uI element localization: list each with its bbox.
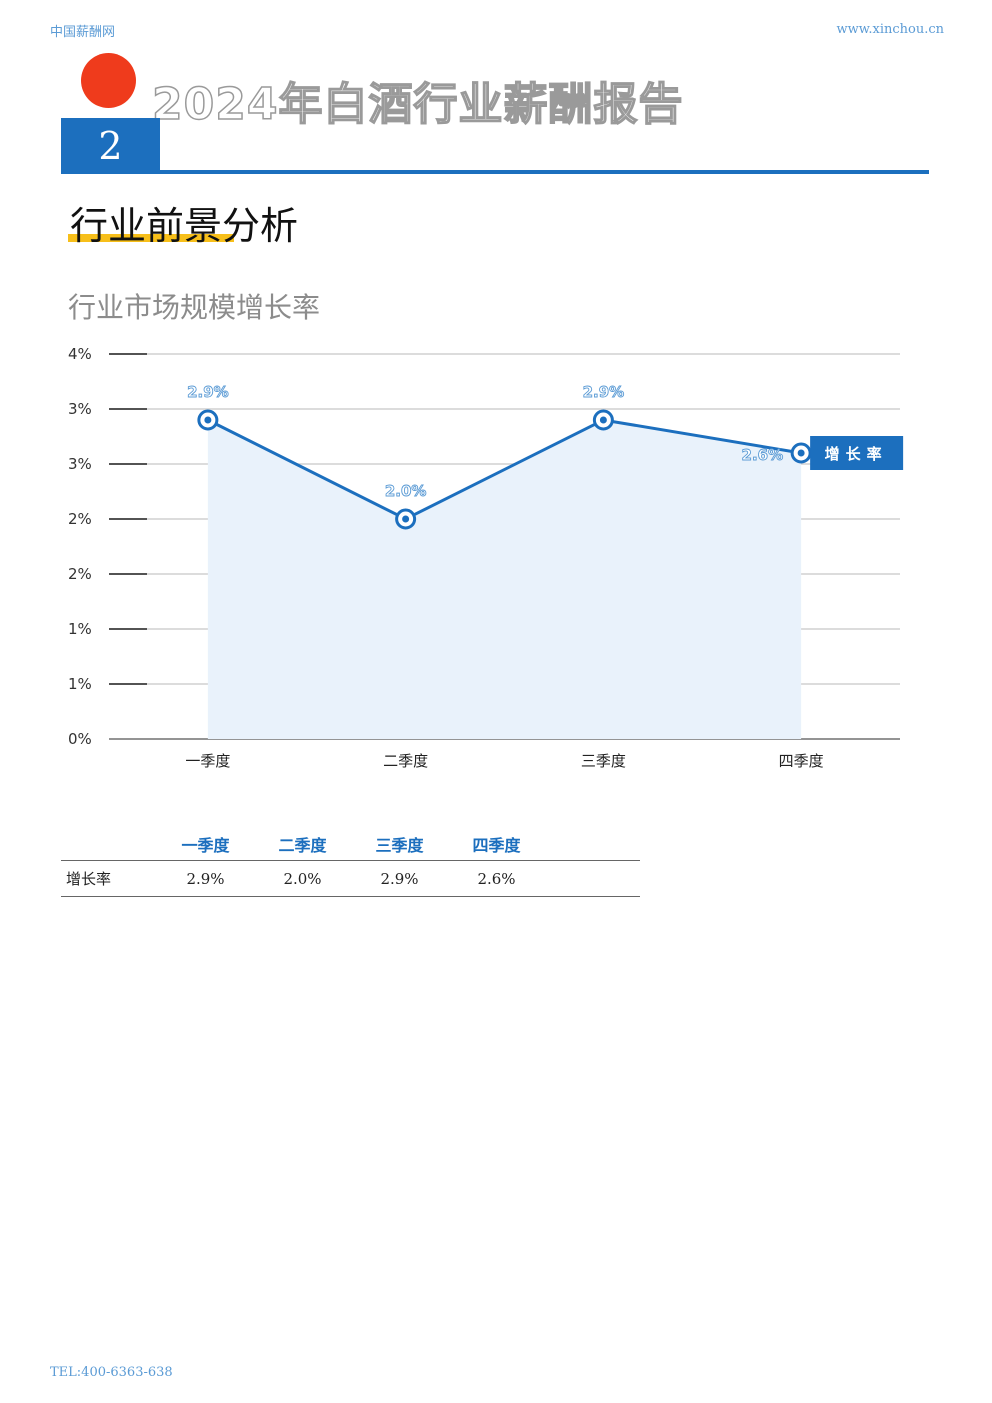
y-tick-label: 1%: [68, 620, 92, 638]
growth-rate-table: 一季度 二季度 三季度 四季度 增长率 2.9% 2.0% 2.9% 2.6%: [61, 828, 640, 897]
table-cell: [545, 860, 640, 897]
data-point-center: [599, 416, 607, 424]
x-tick-label: 三季度: [581, 752, 626, 770]
data-label: 2.9%: [187, 383, 229, 401]
table-row-label: 增长率: [61, 860, 157, 897]
table-header-cell: 四季度: [448, 828, 545, 861]
series-area: [207, 420, 802, 739]
site-name: 中国薪酬网: [50, 25, 116, 40]
table-row: 增长率 2.9% 2.0% 2.9% 2.6%: [61, 860, 640, 897]
y-tick-label: 4%: [68, 345, 92, 363]
table-cell: 2.9%: [157, 860, 254, 897]
report-title: 2024年白酒行业薪酬报告: [151, 78, 684, 131]
section-title-underline: [68, 234, 234, 242]
data-point-center: [402, 515, 410, 523]
y-tick-label: 3%: [68, 455, 92, 473]
data-label: 2.6%: [742, 446, 784, 464]
data-point-center: [204, 416, 212, 424]
data-label: 2.0%: [385, 482, 427, 500]
table-header-cell: 二季度: [254, 828, 351, 861]
table-header-row: 一季度 二季度 三季度 四季度: [61, 828, 640, 861]
site-url[interactable]: www.xinchou.cn: [836, 22, 944, 37]
table-cell: 2.0%: [254, 860, 351, 897]
x-tick-label: 二季度: [383, 752, 428, 770]
chart-title: 行业市场规模增长率: [68, 291, 321, 324]
table-header-cell: 一季度: [157, 828, 254, 861]
series-line: [207, 418, 802, 521]
x-tick-label: 四季度: [779, 752, 824, 770]
section-number-badge: 2: [61, 118, 160, 173]
section-title: 行业前景分析: [70, 204, 299, 248]
data-label: 2.9%: [583, 383, 625, 401]
header-divider: [61, 170, 929, 174]
y-tick-label: 2%: [68, 565, 92, 583]
growth-rate-line-chart: 0% 1% 1% 2% 2% 3% 3% 4% 2.9% 2.0% 2.9% 2.6% 一季度 二季度 三季…: [68, 345, 904, 770]
series-name-label: 增长率: [825, 445, 888, 463]
red-circle-decoration: [81, 53, 136, 108]
x-tick-label: 一季度: [185, 752, 230, 770]
table-header-cell: [61, 828, 157, 861]
table-header-cell: 三季度: [351, 828, 448, 861]
y-tick-label: 1%: [68, 675, 92, 693]
y-tick-label: 0%: [68, 730, 92, 748]
series-name-tag: [810, 436, 904, 470]
y-tick-label: 2%: [68, 510, 92, 528]
footer-phone: TEL:400-6363-638: [50, 1365, 173, 1380]
y-tick-label: 3%: [68, 400, 92, 418]
table-cell: 2.9%: [351, 860, 448, 897]
table-cell: 2.6%: [448, 860, 545, 897]
table-header-cell: [545, 828, 640, 861]
data-point-center: [797, 449, 805, 457]
